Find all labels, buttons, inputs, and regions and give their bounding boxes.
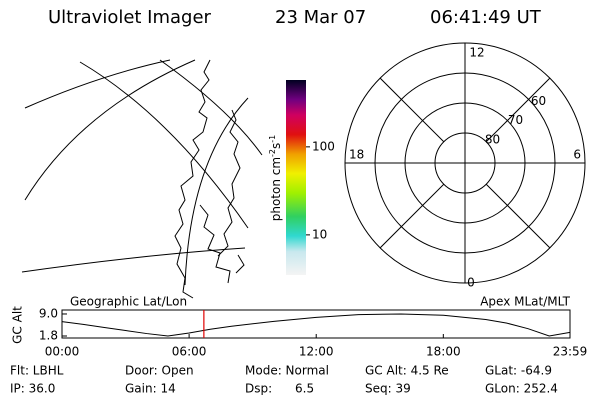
exponent: -1 [268,135,277,143]
x-tick-label: 23:59 [553,345,588,359]
info-field: Gain: 14 [125,382,176,396]
mlt-label: 12 [469,46,484,60]
time: 06:41:49 UT [430,7,542,28]
x-tick-label: 12:00 [299,345,334,359]
meridian [379,77,445,143]
ring-label: 80 [485,132,500,146]
title: Ultraviolet Imager [48,7,212,28]
colorbar-tick-label: 100 [312,139,335,153]
x-tick-label: 00:00 [45,345,80,359]
info-field: Dsp: 6.5 [245,382,314,396]
info-field: Mode: Normal [245,364,329,378]
mlt-label: 6 [573,148,581,162]
info-field: Door: Open [125,364,194,378]
geo-map [21,59,263,299]
timeline-frame [61,309,571,339]
info-field: IP: 36.0 [10,382,55,396]
altitude-curve [61,313,571,337]
colorbar [286,80,306,275]
timeline-left-title: Geographic Lat/Lon [70,295,187,309]
unit: photon cm [269,157,283,221]
mlt-label: 0 [467,276,475,290]
y-tick-label: 1.8 [39,329,58,343]
x-tick-label: 18:00 [426,345,461,359]
info-field: GLat: -64.9 [485,364,552,378]
timeline-right-title: Apex MLat/MLT [480,295,570,309]
info-field: GC Alt: 4.5 Re [365,364,449,378]
ring-label: 60 [531,94,546,108]
timeline-ylabel: GC Alt [11,306,25,344]
info-field: GLon: 252.4 [485,382,558,396]
info-field: Flt: LBHL [10,364,64,378]
colorbar-label: photon cm-2s-1 [268,135,283,222]
colorbar-tick-label: 10 [312,227,327,241]
meridian [485,77,551,143]
meridian [485,183,551,249]
x-tick-label: 06:00 [172,345,207,359]
info-field: Seq: 39 [365,382,411,396]
y-tick-label: 9.0 [39,306,58,320]
meridian [379,183,445,249]
ring-label: 70 [508,113,523,127]
mlt-label: 18 [349,148,364,162]
exponent: -2 [268,149,277,157]
date: 23 Mar 07 [275,7,366,28]
unit: s [269,143,283,149]
